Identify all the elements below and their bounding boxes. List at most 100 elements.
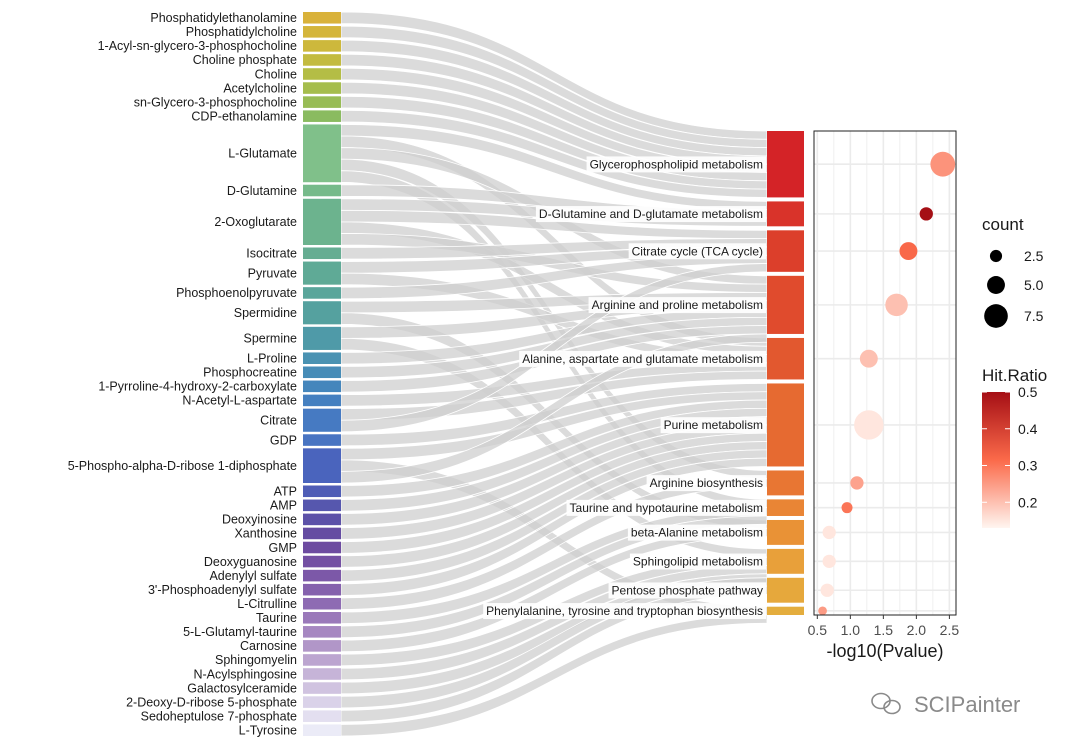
- pathway-labels: Glycerophospholipid metabolism D-Glutamin…: [483, 156, 767, 620]
- metabolite-label: GMP: [269, 541, 297, 555]
- pathway-bar: [767, 548, 804, 574]
- pathway-label: Citrate cycle (TCA cycle): [632, 244, 763, 258]
- pathway-label-background: [628, 243, 766, 260]
- count-legend-title: count: [982, 215, 1024, 234]
- hit-ratio-label: 0.3: [1018, 458, 1038, 474]
- pathway-label-background: [608, 582, 766, 599]
- metabolite-label: Acetylcholine: [223, 81, 297, 95]
- count-legend-label: 2.5: [1024, 248, 1044, 264]
- dot-point: [885, 293, 908, 317]
- metabolite-bar: [303, 499, 341, 512]
- metabolite-label: CDP-ethanolamine: [191, 109, 297, 123]
- pathway-label: Glycerophospholipid metabolism: [590, 157, 763, 171]
- x-axis-title: -log10(Pvalue): [826, 641, 943, 661]
- metabolite-label: 2-Oxoglutarate: [214, 215, 297, 229]
- hit-ratio-legend-title: Hit.Ratio: [982, 366, 1047, 385]
- pathway-bar: [767, 337, 804, 380]
- hit-ratio-colorbar: [982, 392, 1010, 528]
- metabolite-label: Taurine: [256, 611, 297, 625]
- metabolite-bar: [303, 301, 341, 325]
- metabolite-bar: [303, 124, 341, 183]
- dot-point: [822, 525, 836, 540]
- metabolite-label: ATP: [274, 485, 297, 499]
- metabolite-label: Spermidine: [234, 306, 297, 320]
- count-legend: count 2.5 5.0 7.5: [982, 215, 1044, 328]
- pathway-label: Sphingolipid metabolism: [633, 555, 763, 569]
- dot-point: [841, 502, 853, 514]
- metabolite-label: Galactosylceramide: [187, 681, 297, 695]
- pathway-label: Pentose phosphate pathway: [612, 583, 763, 597]
- metabolite-label: Phosphatidylethanolamine: [150, 11, 297, 25]
- metabolite-bar: [303, 198, 341, 245]
- dot-plot-points: [818, 151, 956, 616]
- metabolite-label: N-Acylsphingosine: [193, 667, 297, 681]
- pathway-label: Arginine biosynthesis: [650, 476, 763, 490]
- metabolite-label: Sedoheptulose 7-phosphate: [141, 709, 297, 723]
- pathway-bar: [767, 470, 804, 496]
- metabolite-label: Phosphatidylcholine: [186, 25, 297, 39]
- metabolite-label: D-Glutamine: [227, 184, 297, 198]
- metabolite-label: Adenylyl sulfate: [209, 569, 297, 583]
- metabolite-label: Spermine: [244, 332, 298, 346]
- sankey-link: [340, 457, 768, 596]
- metabolite-bar: [303, 724, 341, 736]
- metabolite-label: Pyruvate: [248, 266, 297, 280]
- pathway-bars: [767, 131, 804, 615]
- pathway-label: Phenylalanine, tyrosine and tryptophan b…: [486, 604, 763, 618]
- metabolite-bar: [303, 448, 341, 483]
- metabolite-label: Citrate: [260, 414, 297, 428]
- metabolite-bar: [303, 247, 341, 260]
- metabolite-bar: [303, 380, 341, 393]
- metabolite-label: L-Tyrosine: [239, 724, 297, 738]
- pathway-bar: [767, 201, 804, 227]
- dot-plot-background: [814, 131, 956, 615]
- wechat-icon: [871, 692, 901, 715]
- metabolite-bar: [303, 513, 341, 526]
- metabolite-bar: [303, 597, 341, 610]
- metabolite-bar: [303, 626, 341, 638]
- pathway-label-background: [660, 417, 767, 434]
- metabolite-bar: [303, 12, 341, 24]
- count-legend-label: 5.0: [1024, 277, 1044, 293]
- sankey-link: [340, 614, 768, 737]
- metabolite-bar: [303, 82, 341, 94]
- metabolite-label: L-Glutamate: [228, 147, 297, 161]
- x-tick-label: 0.5: [808, 622, 828, 638]
- dot-point: [818, 606, 827, 616]
- pathway-bar: [767, 275, 804, 334]
- pathway-label-background: [588, 297, 766, 314]
- hit-ratio-label: 0.2: [1018, 494, 1038, 510]
- metabolite-labels: PhosphatidylethanolaminePhosphatidylchol…: [68, 11, 297, 737]
- pathway-label: Arginine and proline metabolism: [592, 298, 763, 312]
- metabolite-label: Phosphoenolpyruvate: [176, 286, 297, 300]
- dot-point: [820, 583, 834, 597]
- pathway-label-background: [629, 553, 766, 570]
- pathway-label-background: [646, 475, 766, 492]
- pathway-label: beta-Alanine metabolism: [631, 526, 763, 540]
- pathway-bar: [767, 499, 804, 516]
- metabolite-bar: [303, 110, 341, 122]
- metabolite-label: Carnosine: [240, 639, 297, 653]
- metabolite-bar: [303, 408, 341, 432]
- metabolite-label: Choline phosphate: [193, 53, 297, 67]
- pathway-label: Alanine, aspartate and glutamate metabol…: [522, 352, 763, 366]
- pathway-label-background: [535, 206, 767, 223]
- metabolite-bar: [303, 612, 341, 624]
- metabolite-label: Isocitrate: [246, 247, 297, 261]
- x-tick-label: 2.0: [907, 622, 927, 638]
- metabolite-bar: [303, 366, 341, 379]
- metabolite-bar: [303, 68, 341, 80]
- dot-point: [850, 476, 864, 490]
- metabolite-label: 2-Deoxy-D-ribose 5-phosphate: [126, 695, 297, 709]
- count-legend-dot: [984, 304, 1008, 328]
- dot-point: [899, 242, 918, 261]
- dot-plot-panel: 0.5 1.0 1.5 2.0 2.5 -log10(Pvalue): [808, 130, 959, 661]
- metabolite-bar: [303, 682, 341, 694]
- metabolite-bar: [303, 569, 341, 582]
- metabolite-label: L-Proline: [247, 352, 297, 366]
- sankey-links: [340, 11, 768, 737]
- pathway-bar: [767, 383, 804, 467]
- dot-point: [822, 554, 836, 568]
- dot-point: [854, 410, 884, 440]
